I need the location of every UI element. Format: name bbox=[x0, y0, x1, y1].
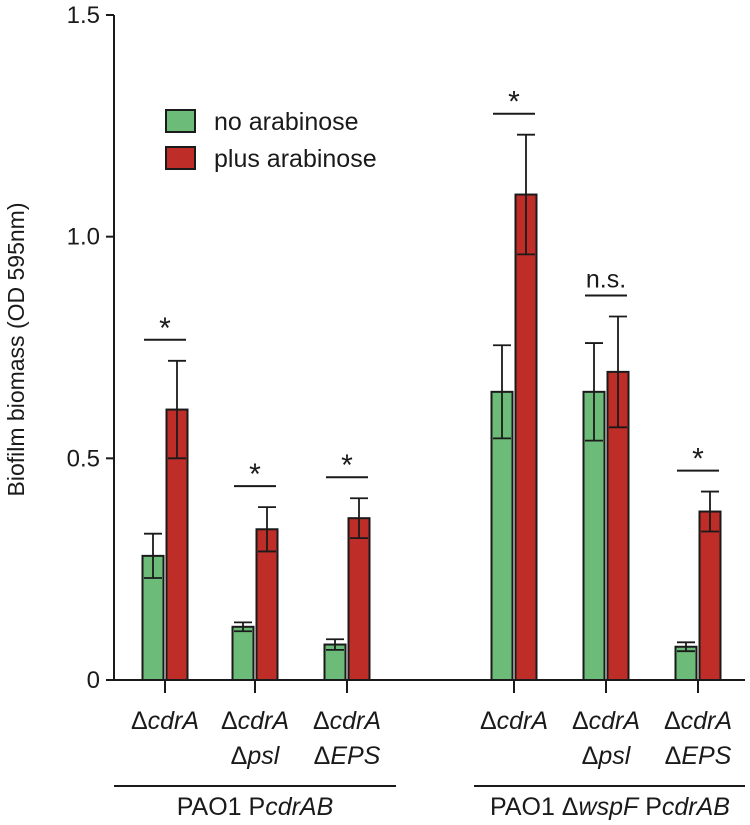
category-label-line1: ΔcdrA bbox=[221, 707, 289, 735]
legend-swatch bbox=[166, 147, 195, 169]
category-label-line1: ΔcdrA bbox=[572, 707, 640, 735]
bar-plus-arabinose bbox=[349, 518, 370, 680]
group-label: PAO1 ΔwspF PcdrAB bbox=[490, 793, 730, 821]
significance-marker: * bbox=[159, 312, 171, 345]
bars: * * * * n.s. * bbox=[143, 86, 721, 680]
legend-label: plus arabinose bbox=[214, 145, 377, 173]
group-label: PAO1 PcdrAB bbox=[177, 793, 334, 821]
significance-marker: * bbox=[341, 449, 353, 482]
category-label-line1: ΔcdrA bbox=[664, 707, 732, 735]
bar-no-arabinose bbox=[233, 627, 254, 680]
bar-plus-arabinose bbox=[516, 195, 537, 680]
legend-label: no arabinose bbox=[214, 108, 359, 136]
axes: 0 0.5 1.0 1.5 Biofilm biomass (OD 595nm) bbox=[3, 2, 745, 694]
biofilm-bar-chart: 00.51.01.5Biofilm biomass (OD 595nm) ** *… bbox=[0, 0, 750, 825]
category-label-line2: Δpsl bbox=[582, 742, 632, 770]
category-label-line2: Δpsl bbox=[231, 742, 281, 770]
significance-marker: n.s. bbox=[586, 265, 626, 293]
category-label-line2: ΔEPS bbox=[665, 742, 732, 770]
bar-plus-arabinose bbox=[700, 512, 721, 680]
y-tick-label: 0 bbox=[87, 667, 100, 694]
category-label-line1: ΔcdrA bbox=[480, 707, 548, 735]
category-label-line1: ΔcdrA bbox=[313, 707, 381, 735]
significance-marker: * bbox=[692, 443, 704, 476]
significance-marker: * bbox=[249, 458, 261, 491]
category-labels: ΔcdrA ΔcdrA Δpsl ΔcdrA ΔEPS ΔcdrA ΔcdrA Δpsl Δcd… bbox=[114, 707, 745, 821]
significance-marker: * bbox=[508, 86, 520, 119]
category-label-line2: ΔEPS bbox=[314, 742, 381, 770]
y-axis-label: Biofilm biomass (OD 595nm) bbox=[3, 203, 29, 497]
y-tick-label: 1.0 bbox=[67, 224, 100, 251]
legend-swatch bbox=[166, 110, 195, 132]
category-label-line1: ΔcdrA bbox=[131, 707, 199, 735]
y-tick-label: 0.5 bbox=[67, 445, 100, 472]
legend: no arabinose plus arabinose bbox=[166, 108, 377, 173]
y-tick-label: 1.5 bbox=[67, 2, 100, 29]
